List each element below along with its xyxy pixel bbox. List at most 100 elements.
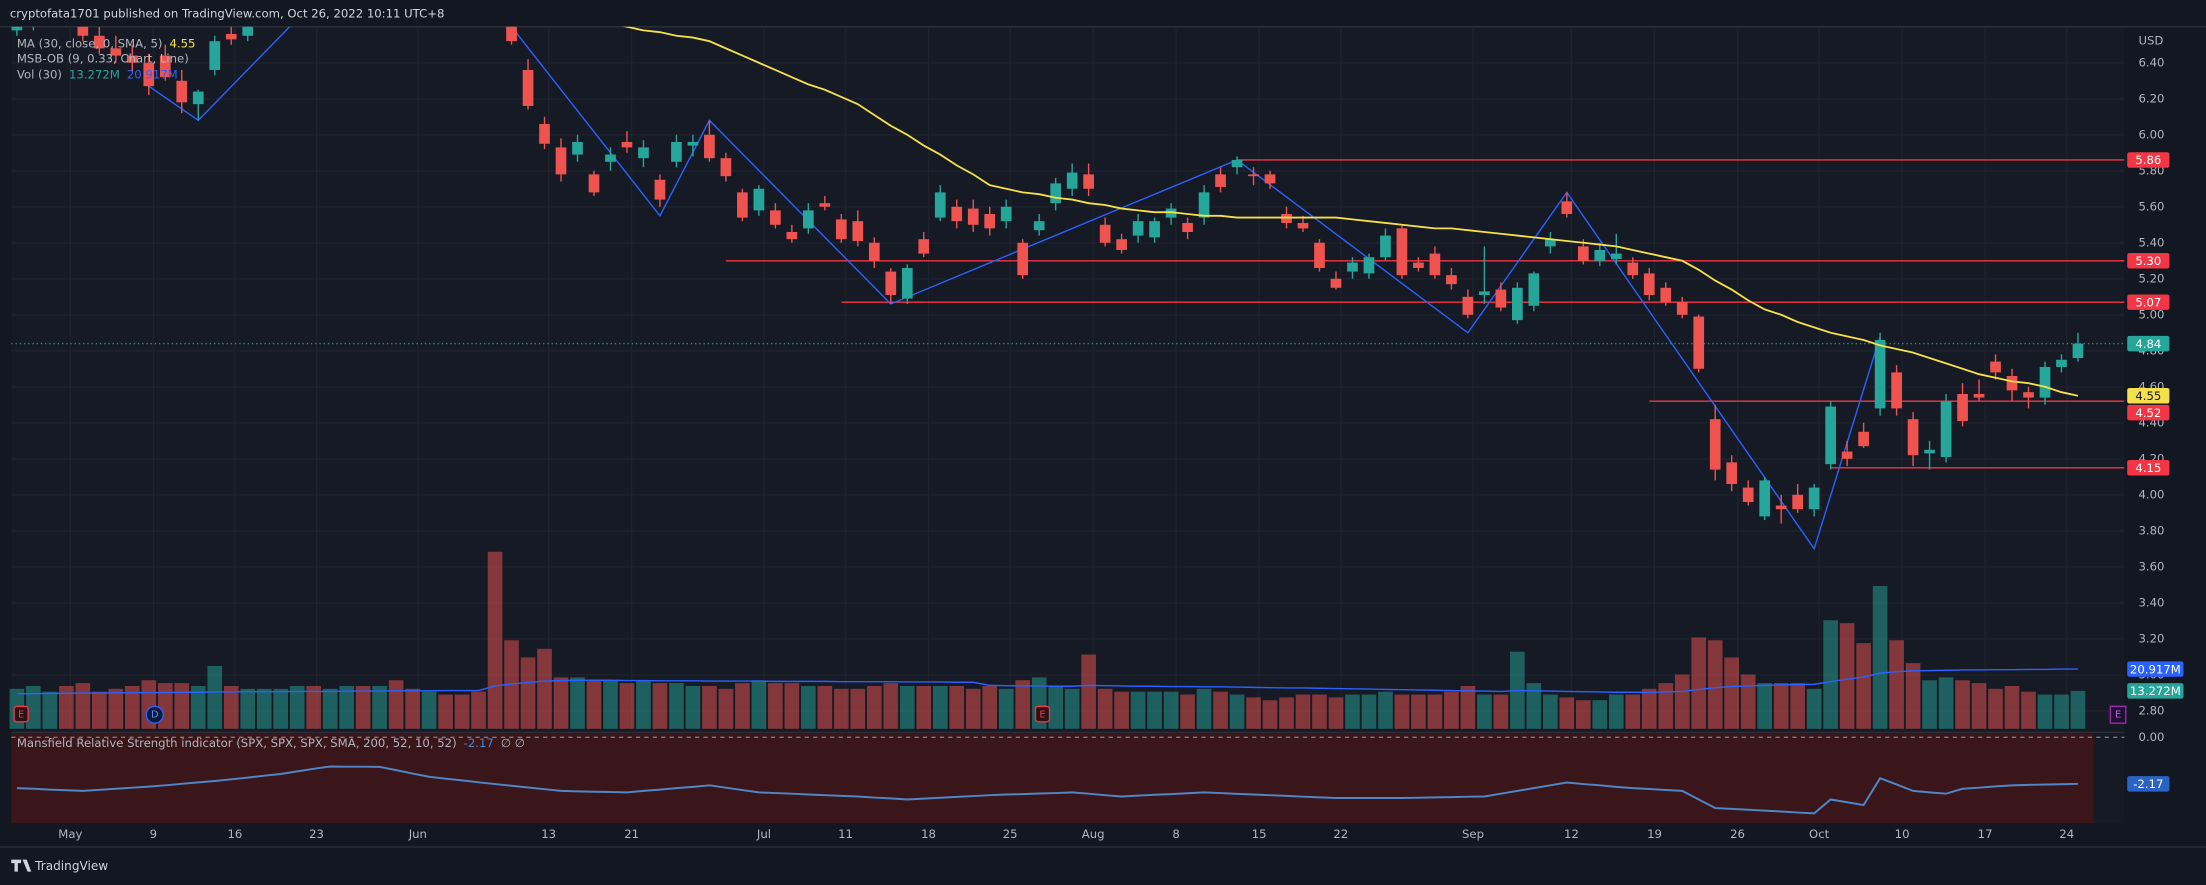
price-tag-label: 5.07	[2135, 295, 2161, 309]
event-marker[interactable]: E	[1034, 705, 1051, 723]
price-tag-box	[2127, 152, 2170, 168]
x-tick-label: Jun	[408, 827, 427, 841]
candle-body	[901, 267, 913, 299]
candle-body	[192, 91, 204, 105]
candle-body	[1050, 183, 1062, 204]
volume-bar	[1295, 694, 1311, 729]
price-tag-box	[2127, 661, 2184, 677]
y-tick-label: 5.40	[2138, 235, 2164, 249]
price-tag-label: 4.84	[2135, 337, 2161, 351]
volume-bar	[669, 683, 684, 729]
event-marker[interactable]: D	[145, 705, 164, 724]
x-tick-label: 12	[1564, 827, 1579, 841]
volume-bar	[1592, 700, 1608, 729]
volume-bar	[982, 685, 998, 729]
candle-body	[1215, 174, 1226, 187]
volume-bar	[520, 657, 536, 729]
volume-bar	[1378, 691, 1393, 729]
candle-body	[1347, 262, 1358, 272]
candle-body	[176, 80, 188, 103]
price-tag-box	[2127, 335, 2170, 352]
x-tick-label: 26	[1730, 827, 1745, 841]
price-tag-label: 13.272M	[2130, 684, 2181, 698]
volume-bar	[1130, 691, 1146, 729]
candle-body	[1512, 287, 1523, 321]
volume-bar	[1163, 691, 1179, 729]
candle-body	[1033, 221, 1045, 231]
volume-bar	[26, 685, 41, 729]
legend-ma: MA (30, close, 0, SMA, 5) 4.55	[17, 36, 196, 50]
volume-bar	[1658, 683, 1674, 729]
legend-rs-extra: ∅ ∅	[501, 735, 525, 749]
volume-bar	[834, 688, 849, 729]
candle-body	[93, 35, 105, 49]
y-tick-label: 3.20	[2138, 631, 2164, 645]
volume-bar	[586, 680, 602, 729]
candle-body	[588, 174, 600, 193]
ma-line	[622, 26, 2079, 397]
event-text: E	[1039, 710, 1045, 721]
candle-body	[1726, 462, 1738, 484]
event-marker[interactable]: E	[13, 705, 29, 723]
candle-body	[1116, 239, 1127, 250]
candle-body	[1413, 262, 1424, 268]
event-marker[interactable]: E	[2109, 705, 2127, 724]
legend-rs-value: -2.17	[464, 735, 494, 749]
volume-bar	[1608, 694, 1624, 729]
legend-msb: MSB-OB (9, 0.33, Chart, Line)	[17, 52, 189, 66]
volume-bar	[1856, 643, 1871, 729]
volume-bar	[75, 683, 91, 729]
candle-body	[1495, 289, 1507, 308]
volume-bar	[1971, 683, 1987, 729]
volume-bar	[1674, 674, 1690, 729]
candle-body	[1380, 235, 1391, 258]
volume-bar	[289, 685, 305, 729]
candle-body	[605, 154, 616, 162]
volume-bar	[223, 685, 239, 729]
candle-body	[852, 221, 864, 241]
rs-line	[16, 765, 2078, 815]
volume-bar	[1097, 688, 1113, 729]
volume-bar	[718, 688, 734, 729]
x-tick-label: 13	[541, 827, 556, 841]
candle-body	[638, 147, 649, 159]
price-tag: 13.272M	[2127, 683, 2184, 699]
candle-body	[1990, 361, 2001, 373]
volume-bar	[1015, 680, 1031, 729]
candle-body	[2072, 343, 2084, 358]
price-tag-box	[2127, 683, 2184, 699]
volume-bar	[1559, 697, 1575, 729]
volume-bar	[1262, 700, 1278, 729]
x-tick-label: 17	[1978, 827, 1993, 841]
candle-body	[1314, 242, 1325, 268]
candle-body	[885, 271, 897, 295]
volume-bar	[916, 685, 932, 729]
candle-body	[984, 213, 996, 229]
candle-body	[522, 69, 534, 106]
volume-bar	[2037, 694, 2053, 729]
candle-body	[1808, 487, 1820, 510]
volume-bar	[553, 677, 569, 729]
candle-body	[1066, 172, 1078, 189]
legend-vol-label: Vol (30)	[17, 67, 62, 81]
candle-body	[1693, 316, 1705, 369]
volume-bar	[1691, 637, 1707, 729]
volume-bar	[1707, 640, 1723, 729]
volume-bar	[1229, 694, 1245, 729]
header: cryptofata1701 published on TradingView.…	[10, 7, 445, 21]
x-tick-label: 18	[921, 827, 936, 841]
volume-bar	[1048, 685, 1063, 729]
volume-bar	[2004, 685, 2020, 729]
price-tag: 5.30	[2127, 253, 2170, 269]
volume-bar	[273, 688, 289, 729]
candle-body	[1841, 451, 1853, 459]
volume-bar	[949, 685, 965, 729]
legend-ma-value: 4.55	[170, 36, 196, 50]
candle-body	[159, 55, 171, 78]
volume-bar	[998, 688, 1014, 729]
volume-bar	[42, 691, 58, 729]
volume-bar	[784, 683, 800, 729]
event-box	[1034, 705, 1051, 723]
volume-bar	[1180, 694, 1195, 729]
